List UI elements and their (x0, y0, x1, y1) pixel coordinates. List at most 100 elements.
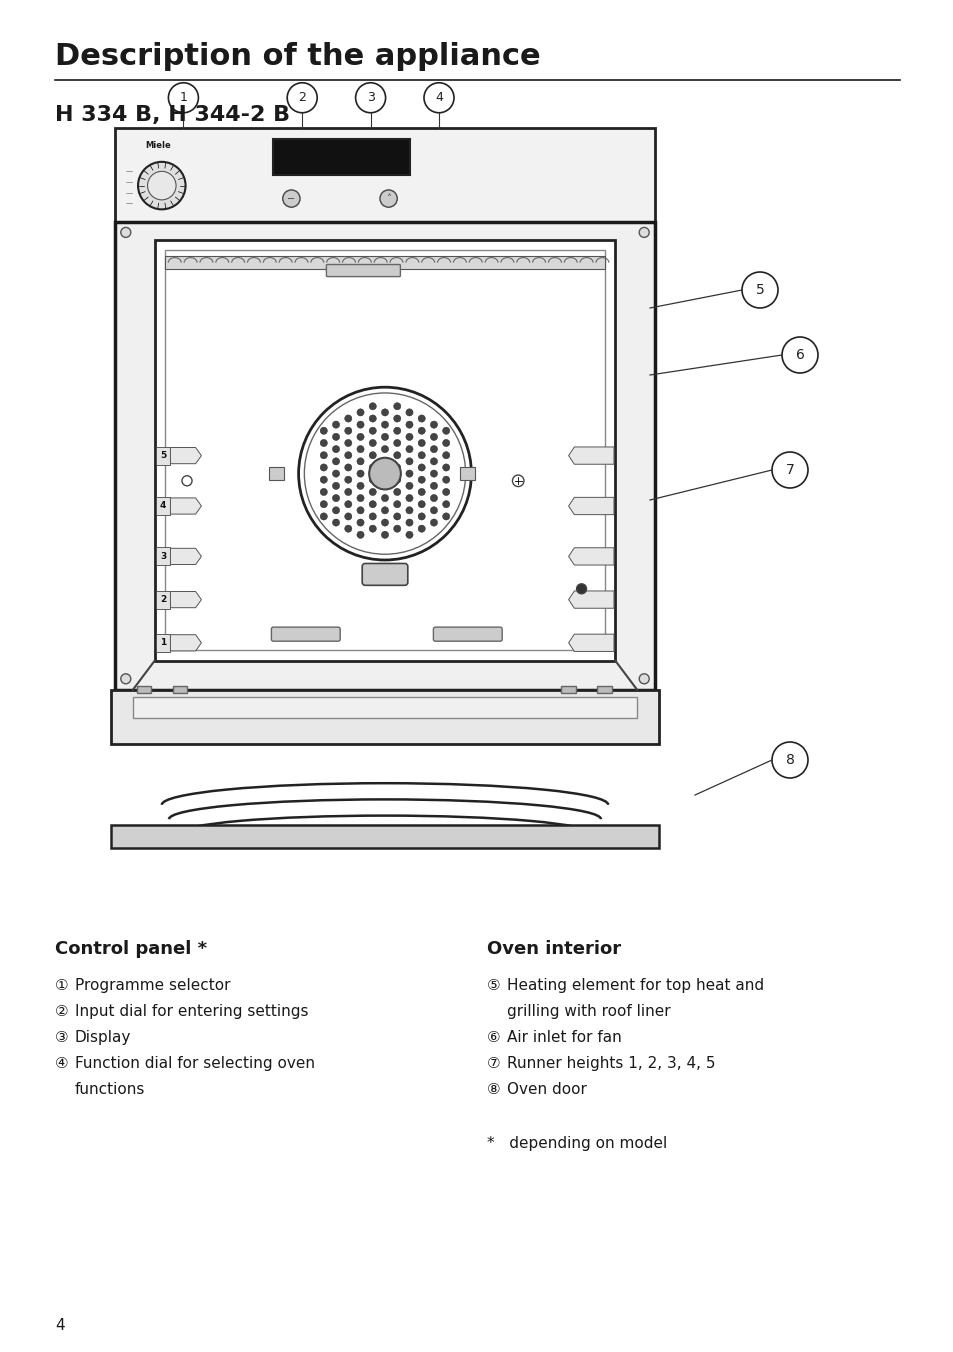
Circle shape (417, 427, 425, 434)
Text: Heating element for top heat and: Heating element for top heat and (506, 977, 763, 992)
Text: —: — (126, 168, 132, 174)
Circle shape (576, 584, 586, 594)
Circle shape (381, 507, 388, 514)
Text: 4: 4 (435, 92, 442, 104)
Circle shape (320, 439, 327, 446)
Text: ④: ④ (55, 1056, 69, 1071)
FancyBboxPatch shape (165, 250, 604, 650)
Circle shape (417, 439, 425, 446)
Circle shape (356, 408, 364, 416)
Circle shape (781, 337, 817, 373)
Circle shape (344, 452, 352, 458)
Circle shape (417, 464, 425, 470)
Circle shape (356, 531, 364, 538)
Circle shape (381, 470, 388, 477)
Circle shape (430, 446, 437, 453)
Bar (156, 498, 171, 515)
Bar (136, 685, 151, 694)
Text: Input dial for entering settings: Input dial for entering settings (75, 1005, 308, 1019)
Circle shape (320, 464, 327, 470)
Circle shape (381, 420, 388, 429)
Circle shape (442, 464, 449, 470)
Circle shape (405, 470, 413, 477)
Text: 2: 2 (160, 595, 166, 604)
Circle shape (344, 476, 352, 483)
Text: ②: ② (55, 1005, 69, 1019)
FancyBboxPatch shape (154, 239, 615, 661)
Bar (132, 696, 637, 718)
FancyBboxPatch shape (433, 627, 501, 641)
Circle shape (369, 488, 376, 496)
Text: 2: 2 (298, 92, 306, 104)
Circle shape (417, 488, 425, 496)
Text: —: — (126, 189, 132, 196)
Polygon shape (171, 591, 201, 607)
Circle shape (417, 512, 425, 521)
Circle shape (332, 483, 339, 489)
Circle shape (344, 512, 352, 521)
Circle shape (356, 519, 364, 526)
Bar (597, 685, 611, 694)
Circle shape (369, 458, 400, 489)
Bar (165, 256, 604, 269)
Text: 5: 5 (160, 452, 166, 460)
Circle shape (639, 227, 649, 238)
Text: 6: 6 (795, 347, 803, 362)
Bar (156, 446, 171, 465)
Text: Display: Display (75, 1030, 132, 1045)
Circle shape (417, 500, 425, 508)
Circle shape (369, 500, 376, 508)
Text: Function dial for selecting oven: Function dial for selecting oven (75, 1056, 314, 1071)
Polygon shape (568, 548, 614, 565)
Circle shape (442, 512, 449, 521)
Text: 8: 8 (784, 753, 794, 767)
Circle shape (282, 189, 300, 207)
Text: Description of the appliance: Description of the appliance (55, 42, 540, 72)
Circle shape (394, 525, 400, 533)
FancyBboxPatch shape (112, 690, 658, 744)
Bar (560, 685, 576, 694)
Circle shape (771, 452, 807, 488)
Text: 7: 7 (785, 462, 794, 477)
Circle shape (320, 488, 327, 496)
Circle shape (182, 476, 192, 485)
Circle shape (430, 420, 437, 429)
Text: ⑧: ⑧ (486, 1082, 500, 1096)
Circle shape (356, 470, 364, 477)
Circle shape (430, 433, 437, 441)
Text: H 334 B, H 344-2 B: H 334 B, H 344-2 B (55, 105, 290, 124)
Circle shape (417, 525, 425, 533)
Circle shape (381, 446, 388, 453)
Circle shape (405, 446, 413, 453)
Text: −: − (287, 193, 295, 204)
Circle shape (442, 476, 449, 483)
Circle shape (320, 452, 327, 458)
Polygon shape (568, 591, 614, 608)
Circle shape (405, 433, 413, 441)
Circle shape (344, 488, 352, 496)
Circle shape (356, 507, 364, 514)
Circle shape (344, 464, 352, 470)
Circle shape (405, 420, 413, 429)
Circle shape (169, 82, 198, 112)
Text: —: — (126, 200, 132, 207)
Circle shape (394, 403, 400, 410)
Circle shape (379, 189, 396, 207)
Text: ⑤: ⑤ (486, 977, 500, 992)
Circle shape (639, 673, 649, 684)
Circle shape (332, 519, 339, 526)
Circle shape (394, 500, 400, 508)
Circle shape (344, 500, 352, 508)
FancyBboxPatch shape (271, 627, 340, 641)
Circle shape (771, 742, 807, 777)
Circle shape (369, 415, 376, 422)
Circle shape (381, 433, 388, 441)
Circle shape (405, 531, 413, 538)
Circle shape (320, 427, 327, 434)
Circle shape (369, 452, 376, 458)
Circle shape (148, 172, 176, 200)
Circle shape (381, 519, 388, 526)
Text: Oven door: Oven door (506, 1082, 586, 1096)
Circle shape (430, 495, 437, 502)
Text: Air inlet for fan: Air inlet for fan (506, 1030, 621, 1045)
